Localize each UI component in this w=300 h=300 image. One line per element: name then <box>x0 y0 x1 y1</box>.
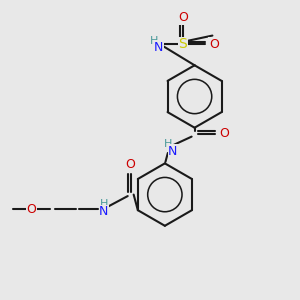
Text: N: N <box>99 205 109 218</box>
Text: H: H <box>164 139 172 149</box>
Text: O: O <box>126 158 136 171</box>
Text: H: H <box>150 36 159 46</box>
Text: N: N <box>168 145 178 158</box>
Text: O: O <box>26 203 36 216</box>
Text: O: O <box>178 11 188 24</box>
Text: N: N <box>154 41 164 54</box>
Text: H: H <box>100 199 108 209</box>
Text: S: S <box>178 38 187 52</box>
Text: O: O <box>219 127 229 140</box>
Text: O: O <box>209 38 219 51</box>
